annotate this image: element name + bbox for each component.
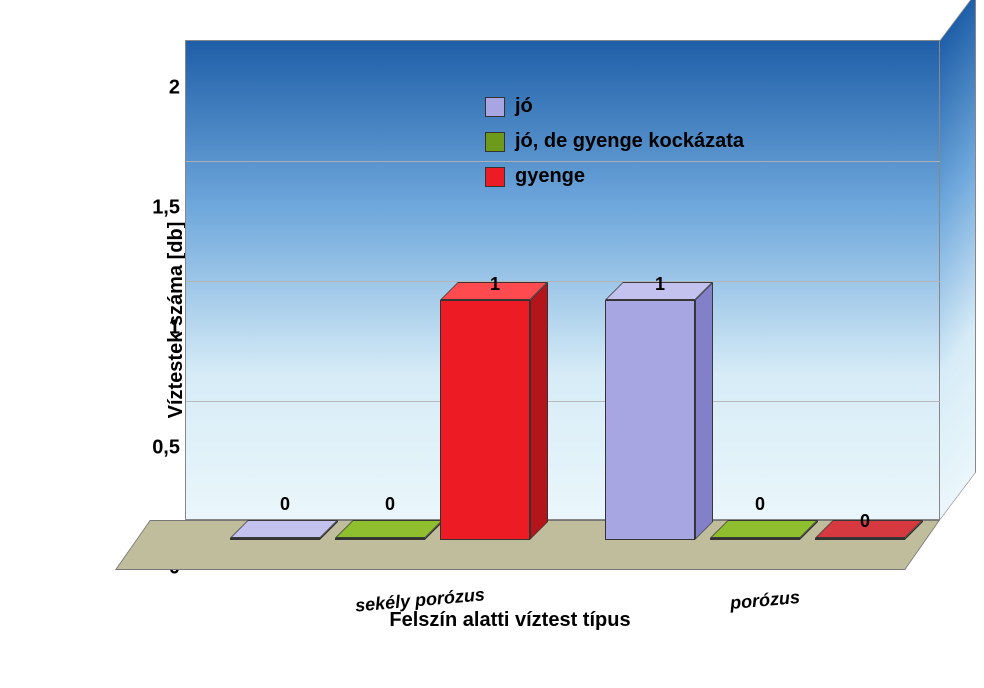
bar-value-label: 0 bbox=[855, 511, 875, 532]
legend-label: jó, de gyenge kockázata bbox=[515, 130, 744, 153]
gridline bbox=[186, 281, 941, 282]
bar-value-label: 0 bbox=[750, 494, 770, 515]
legend-item: jó bbox=[485, 95, 744, 118]
bar bbox=[815, 538, 905, 540]
bar-value-label: 0 bbox=[275, 494, 295, 515]
bar bbox=[335, 538, 425, 540]
bar-value-label: 1 bbox=[650, 274, 670, 295]
legend-label: gyenge bbox=[515, 165, 585, 188]
legend-item: jó, de gyenge kockázata bbox=[485, 130, 744, 153]
chart-sidewall bbox=[940, 40, 976, 520]
plot-area: jó jó, de gyenge kockázata gyenge 0 0 bbox=[185, 40, 975, 570]
legend: jó jó, de gyenge kockázata gyenge bbox=[485, 95, 744, 200]
y-tick: 0,5 bbox=[142, 437, 180, 460]
y-tick: 2 bbox=[142, 77, 180, 100]
bar bbox=[440, 300, 530, 540]
legend-swatch bbox=[485, 97, 505, 117]
gridline bbox=[186, 401, 941, 402]
legend-item: gyenge bbox=[485, 165, 744, 188]
chart-container: Víztestek száma [db] Felszín alatti vízt… bbox=[70, 20, 950, 640]
bar bbox=[710, 538, 800, 540]
legend-swatch bbox=[485, 132, 505, 152]
legend-swatch bbox=[485, 167, 505, 187]
bar bbox=[605, 300, 695, 540]
y-tick: 1,5 bbox=[142, 197, 180, 220]
bar-value-label: 0 bbox=[380, 494, 400, 515]
x-tick: porózus bbox=[689, 584, 840, 618]
bar-value-label: 1 bbox=[485, 274, 505, 295]
x-axis-label: Felszín alatti víztest típus bbox=[389, 609, 630, 632]
y-tick: 1 bbox=[142, 317, 180, 340]
bar bbox=[230, 538, 320, 540]
legend-label: jó bbox=[515, 95, 533, 118]
